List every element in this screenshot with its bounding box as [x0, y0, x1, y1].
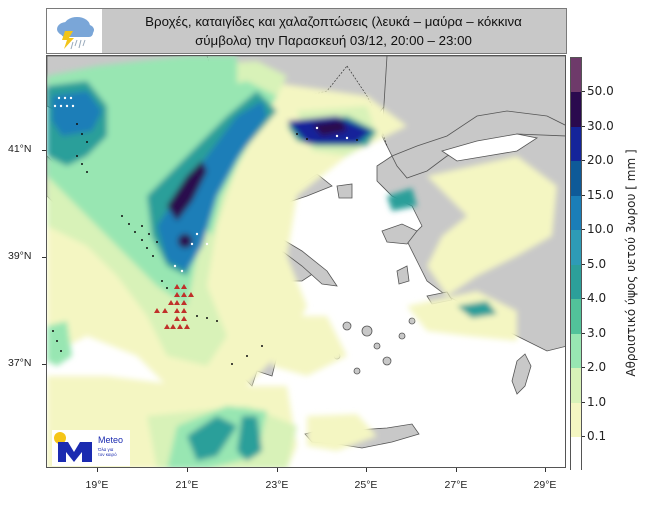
lon-tick: [97, 468, 98, 472]
map-title-line1: Βροχές, καταιγίδες και χαλαζοπτώσεις (λε…: [145, 14, 522, 29]
lat-tick: [42, 364, 46, 365]
cbar-label: 5.0: [587, 257, 607, 271]
cbar-tick: [582, 333, 585, 334]
cbar-tick: [582, 402, 585, 403]
storm-cloud-icon: [47, 9, 102, 53]
cbar-label: 30.0: [587, 119, 614, 133]
colorbar-title: Αθροιστικό ύψος υετού 3ωρου [ mm ]: [624, 149, 638, 377]
cbar-segment: [571, 437, 581, 471]
lon-label-25: 25°E: [354, 479, 378, 491]
cbar-tick: [582, 160, 585, 161]
cbar-tick: [582, 367, 585, 368]
cbar-tick: [582, 91, 585, 92]
cbar-tick: [582, 126, 585, 127]
cbar-segment: [571, 403, 581, 437]
cbar-segment: [571, 265, 581, 299]
lon-label-21: 21°E: [175, 479, 199, 491]
cbar-label: 3.0: [587, 326, 607, 340]
lon-tick: [187, 468, 188, 472]
cbar-label: 50.0: [587, 84, 614, 98]
lon-tick: [456, 468, 457, 472]
precipitation-map: [46, 55, 566, 468]
meteo-brand: Meteo: [98, 435, 124, 445]
cbar-segment: [571, 58, 581, 92]
lon-label-27: 27°E: [444, 479, 468, 491]
red-hail-symbols: [154, 284, 194, 329]
cbar-tick: [582, 195, 585, 196]
lat-label-41: 41°N: [8, 143, 32, 155]
lon-tick: [277, 468, 278, 472]
cbar-label: 1.0: [587, 395, 607, 409]
lon-tick: [545, 468, 546, 472]
lon-label-19: 19°E: [85, 479, 109, 491]
cbar-segment: [571, 92, 581, 127]
map-canvas: [47, 56, 565, 467]
lat-label-37: 37°N: [8, 357, 32, 369]
white-symbols: [53, 96, 349, 273]
cbar-label: 10.0: [587, 222, 614, 236]
cbar-label: 4.0: [587, 291, 607, 305]
precipitation-colorbar: [570, 57, 582, 471]
lat-label-39: 39°N: [8, 250, 32, 262]
cbar-label: 20.0: [587, 153, 614, 167]
cbar-segment: [571, 230, 581, 265]
meteo-tagline: Όλα για τον καιρό: [98, 447, 117, 457]
cbar-label: 0.1: [587, 429, 607, 443]
map-title: Βροχές, καταιγίδες και χαλαζοπτώσεις (λε…: [107, 12, 560, 50]
cbar-label: 15.0: [587, 188, 614, 202]
lat-tick: [42, 150, 46, 151]
cbar-segment: [571, 161, 581, 196]
lon-label-29: 29°E: [533, 479, 557, 491]
meteo-logo-icon: [54, 432, 92, 462]
cbar-label: 2.0: [587, 360, 607, 374]
black-symbols: [52, 123, 358, 365]
cbar-tick: [582, 298, 585, 299]
cbar-tick: [582, 436, 585, 437]
lat-tick: [42, 257, 46, 258]
map-title-line2: σύμβολα) την Παρασκευή 03/12, 20:00 – 23…: [195, 33, 472, 48]
meteo-tagline-line1: Όλα για: [98, 447, 114, 452]
meteo-logo: Meteo Όλα για τον καιρό: [52, 430, 130, 466]
lon-label-23: 23°E: [265, 479, 289, 491]
cbar-tick: [582, 264, 585, 265]
cbar-tick: [582, 229, 585, 230]
cbar-segment: [571, 299, 581, 334]
cbar-segment: [571, 196, 581, 230]
cbar-segment: [571, 127, 581, 161]
cbar-segment: [571, 368, 581, 403]
cbar-segment: [571, 334, 581, 368]
map-header: Βροχές, καταιγίδες και χαλαζοπτώσεις (λε…: [46, 8, 567, 54]
lon-tick: [366, 468, 367, 472]
meteo-tagline-line2: τον καιρό: [98, 452, 117, 457]
